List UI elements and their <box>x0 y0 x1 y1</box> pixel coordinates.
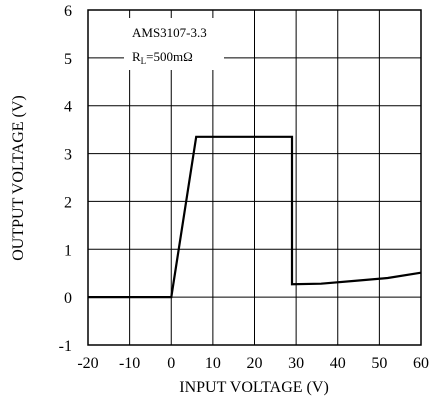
x-tick-label: 60 <box>413 355 429 372</box>
y-tick-label: 1 <box>64 242 72 259</box>
x-tick-label: 20 <box>247 355 263 372</box>
y-tick-label: 4 <box>64 99 72 116</box>
plot-frame <box>87 9 422 346</box>
annotation-load-sub: L <box>141 56 147 66</box>
y-tick-label: 2 <box>64 194 72 211</box>
series-line <box>88 135 422 299</box>
x-tick-label: -20 <box>77 355 98 372</box>
x-tick-label: 40 <box>330 355 346 372</box>
y-tick-label: 0 <box>64 290 72 307</box>
y-axis-label: OUTPUT VOLTAGE (V) <box>10 95 27 261</box>
x-tick-label: 0 <box>167 355 175 372</box>
x-tick-label: 30 <box>288 355 304 372</box>
y-tick-label: 5 <box>64 51 72 68</box>
x-tick-label: 10 <box>205 355 221 372</box>
annotation-part: AMS3107-3.3 <box>132 25 207 40</box>
x-tick-label: 50 <box>371 355 387 372</box>
annotation-load-r: R <box>132 49 141 64</box>
y-tick-label: 3 <box>64 147 72 164</box>
x-axis-label: INPUT VOLTAGE (V) <box>179 379 329 396</box>
x-tick-label: -10 <box>119 355 140 372</box>
annotation-load-value: =500mΩ <box>146 49 193 64</box>
annotation-load: RL=500mΩ <box>132 49 193 66</box>
y-tick-label: 6 <box>64 3 72 20</box>
y-tick-label: -1 <box>59 338 72 355</box>
legend-box <box>124 18 224 70</box>
